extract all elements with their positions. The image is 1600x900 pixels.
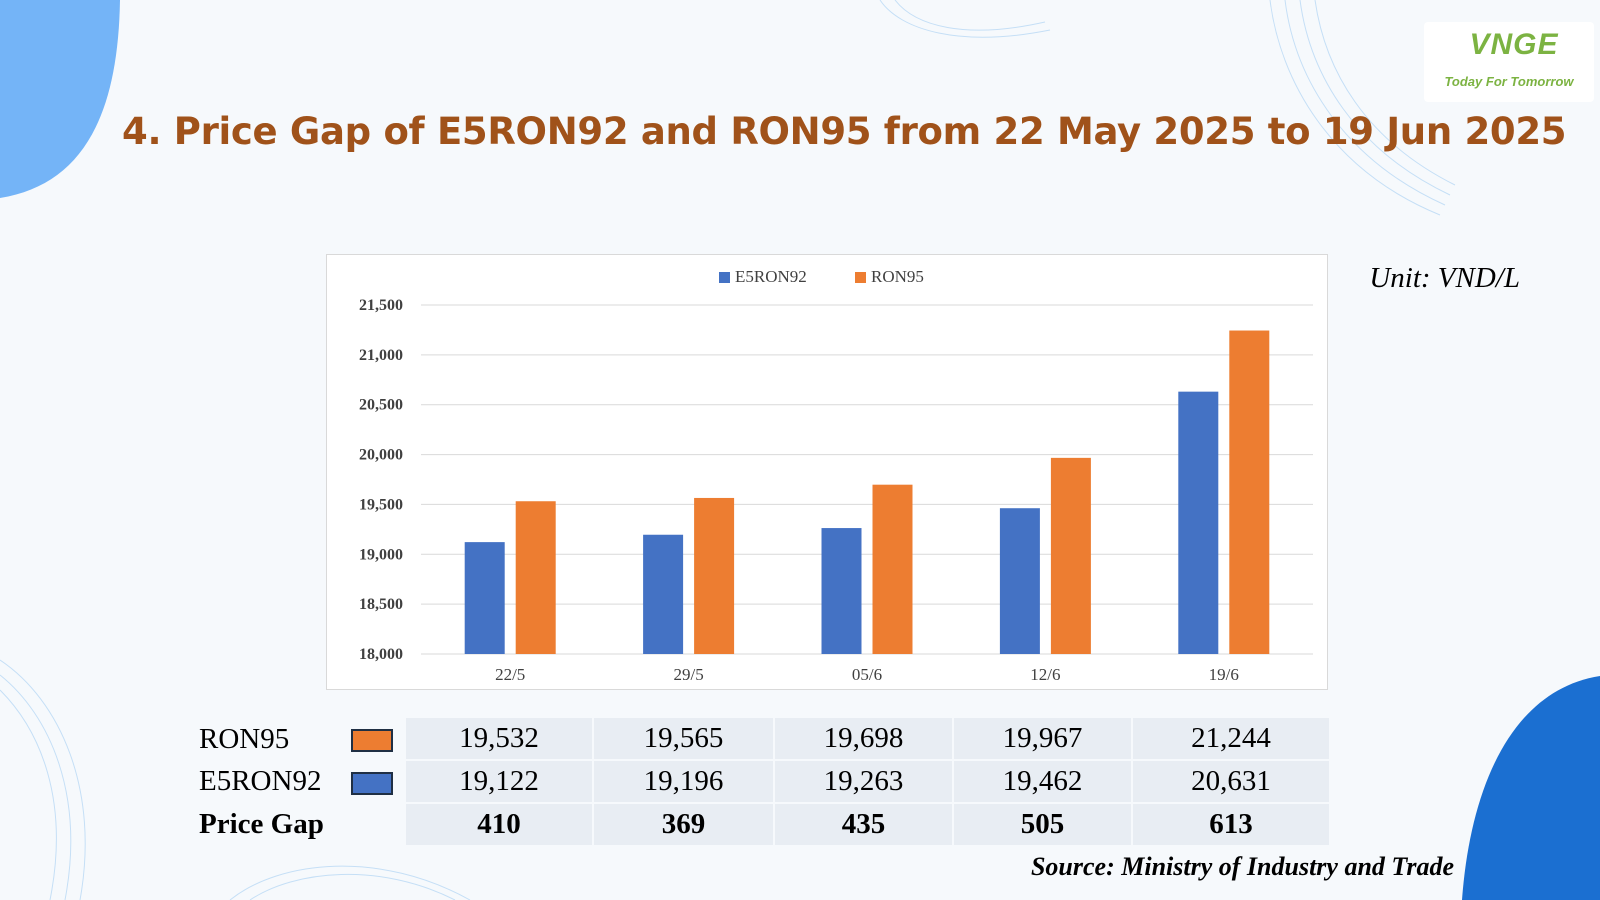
x-tick-label: 05/6: [852, 665, 882, 684]
y-tick-label: 19,000: [359, 546, 403, 563]
table-cell: 19,263: [773, 759, 953, 803]
table-row-ron95: RON95 19,532 19,565 19,698 19,967 21,244: [199, 718, 1329, 760]
e5ron92-swatch: [351, 771, 393, 795]
table-cell: 21,244: [1131, 718, 1329, 760]
logo: VNGE Today For Tomorrow: [1424, 22, 1594, 102]
table-cell: 19,462: [952, 759, 1132, 803]
row-label: Price Gap: [199, 807, 324, 840]
legend-swatch-ron95: [855, 272, 866, 283]
x-tick-label: 22/5: [495, 665, 525, 684]
bar-e5ron92-29-5: [643, 534, 684, 654]
y-tick-label: 18,000: [359, 646, 403, 663]
y-tick-label: 18,500: [359, 596, 403, 613]
row-label: RON95: [199, 722, 290, 755]
table-cell: 410: [404, 802, 593, 845]
table-row-price-gap: Price Gap 410 369 435 505 613: [199, 802, 1329, 845]
table-cell: 19,122: [404, 759, 593, 803]
table-cell: 19,532: [404, 718, 593, 760]
price-table: RON95 19,532 19,565 19,698 19,967 21,244…: [199, 718, 1329, 845]
source-note: Source: Ministry of Industry and Trade: [1030, 852, 1454, 881]
row-label-cell: RON95: [199, 718, 405, 760]
row-label-cell: E5RON92: [199, 760, 405, 803]
bar-e5ron92-05-6: [821, 528, 862, 654]
x-tick-label: 29/5: [673, 665, 703, 684]
legend-label-ron95: RON95: [871, 267, 924, 286]
y-tick-label: 20,500: [359, 397, 403, 414]
y-tick-label: 20,000: [359, 447, 403, 464]
page-title: 4. Price Gap of E5RON92 and RON95 from 2…: [122, 110, 1567, 153]
bar-ron95-12-6: [1050, 457, 1091, 654]
table-cell: 435: [773, 802, 953, 845]
bar-ron95-05-6: [872, 484, 913, 654]
bar-e5ron92-22-5: [464, 542, 505, 654]
bar-chart: 18,000 18,500 19,000 19,500 20,000 20,500 21,0…: [326, 254, 1328, 690]
x-tick-label: 19/6: [1209, 665, 1239, 684]
bar-ron95-22-5: [515, 501, 556, 654]
legend-swatch-e5ron92: [719, 272, 730, 283]
table-row-e5ron92: E5RON92 19,122 19,196 19,263 19,462 20,6…: [199, 759, 1329, 803]
y-tick-label: 21,000: [359, 347, 403, 364]
bar-ron95-19-6: [1229, 330, 1270, 654]
table-cell: 19,565: [592, 718, 774, 760]
table-cell: 369: [592, 802, 774, 845]
table-cell: 20,631: [1131, 759, 1329, 803]
table-cell: 505: [952, 802, 1132, 845]
logo-tagline: Today For Tomorrow: [1444, 74, 1574, 89]
bar-ron95-29-5: [694, 497, 735, 654]
row-label: E5RON92: [199, 765, 322, 797]
table-cell: 19,698: [773, 718, 953, 760]
bar-e5ron92-19-6: [1178, 391, 1219, 654]
bar-e5ron92-12-6: [999, 508, 1040, 654]
logo-mark: VNGE: [1469, 28, 1559, 61]
unit-label: Unit: VND/L: [1369, 262, 1520, 294]
table-cell: 613: [1131, 802, 1329, 845]
y-tick-label: 19,500: [359, 496, 403, 513]
row-label-cell: Price Gap: [199, 803, 405, 845]
y-tick-label: 21,500: [359, 297, 403, 314]
chart-svg: 18,000 18,500 19,000 19,500 20,000 20,500 21,0…: [359, 267, 1313, 684]
ron95-swatch: [351, 729, 393, 753]
legend-label-e5ron92: E5RON92: [735, 267, 807, 286]
table-cell: 19,967: [952, 718, 1132, 760]
x-tick-label: 12/6: [1030, 665, 1060, 684]
table-cell: 19,196: [592, 759, 774, 803]
